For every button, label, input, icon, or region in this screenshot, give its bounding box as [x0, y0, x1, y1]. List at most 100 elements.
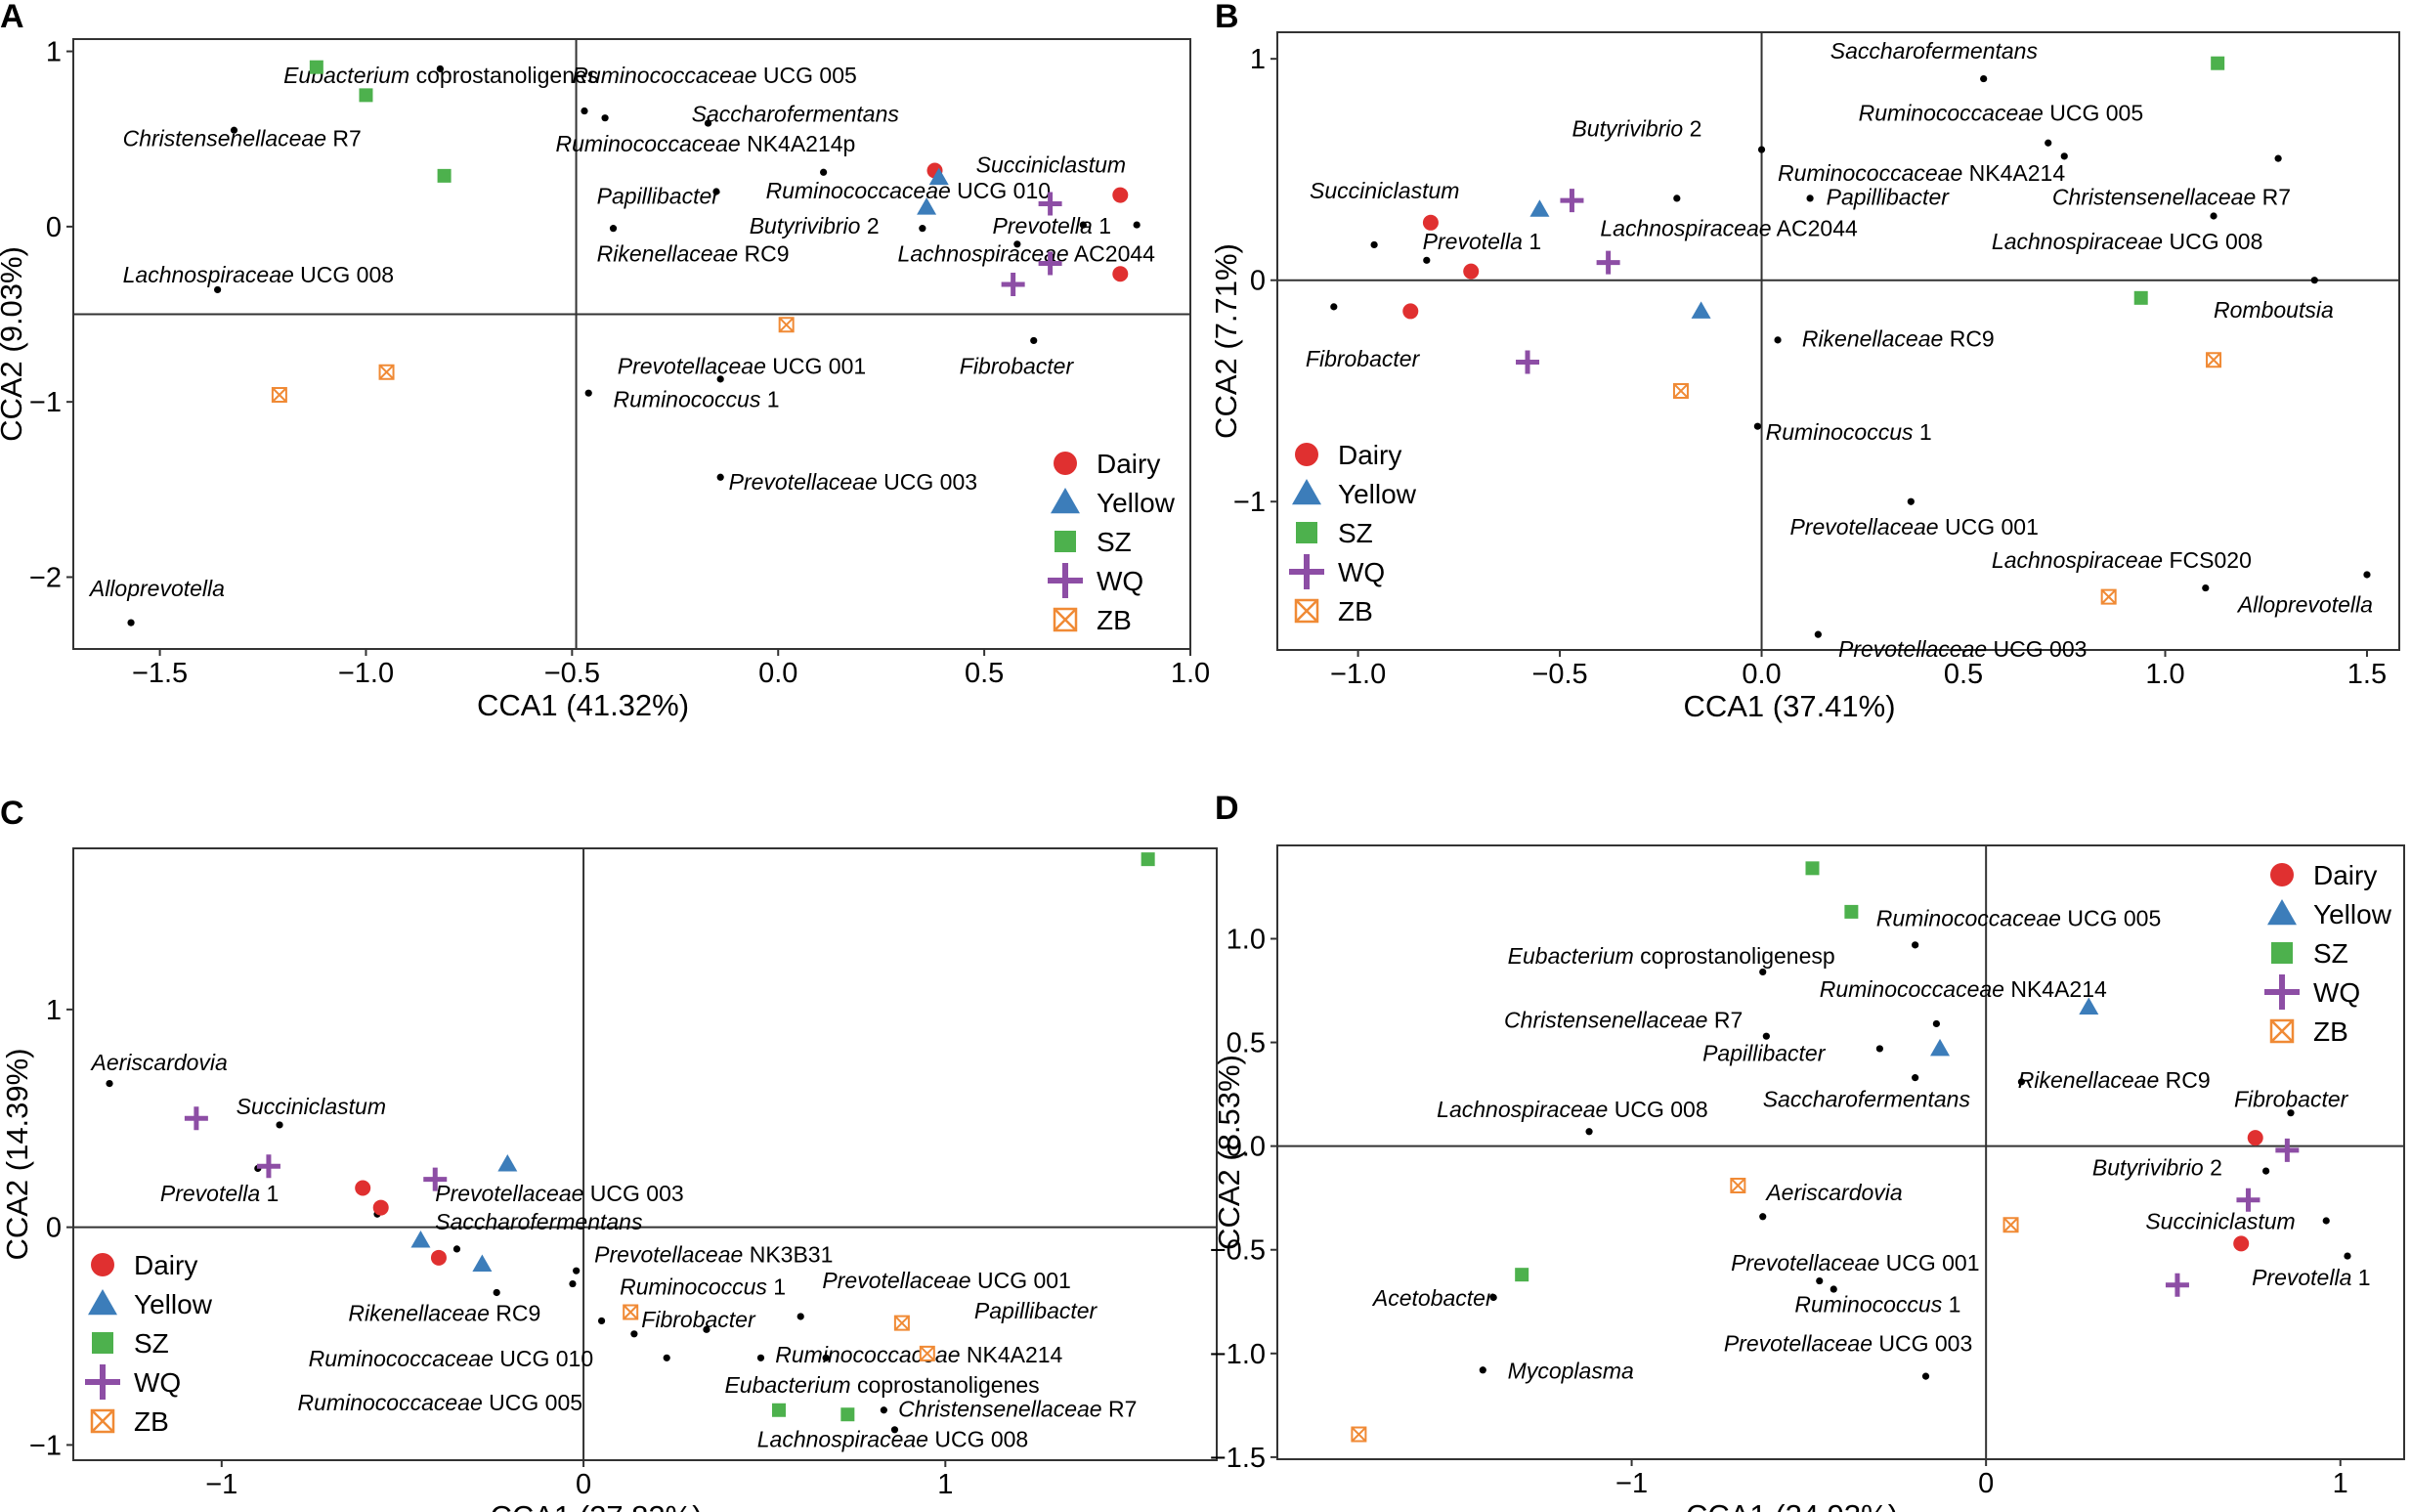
genus-point: [1774, 336, 1782, 344]
genus-point: [1479, 1366, 1486, 1374]
legend-marker-yellow: [1292, 479, 1321, 505]
genus-label: Christensenellaceae R7: [898, 1396, 1137, 1421]
y-tick-label: 0.0: [1227, 1132, 1266, 1163]
genus-label: Romboutsia: [2214, 297, 2334, 323]
x-tick-label: 0.0: [1742, 659, 1781, 690]
sample-point-zb: [1672, 382, 1689, 399]
legend-label: Dairy: [1338, 440, 1401, 470]
genus-point: [1423, 256, 1431, 264]
genus-label: Mycoplasma: [1508, 1358, 1634, 1383]
legend-marker-dairy: [1295, 443, 1318, 466]
genus-point: [1921, 1372, 1930, 1380]
panel-d: D −1 0 1 −1.5 −1.0 −0.5 0.0 0.5 1.0 CCA1 (24.93%) C…: [1210, 790, 2405, 1512]
genus-point: [597, 1317, 606, 1325]
genus-point: [1806, 194, 1814, 202]
x-axis-label: CCA1 (41.32%): [477, 688, 689, 722]
sample-point-zb: [2100, 588, 2117, 605]
sample-point-wq: [2236, 1188, 2260, 1212]
genus-label: Butyrivibrio 2: [750, 213, 880, 238]
sample-point-sz: [2211, 56, 2225, 70]
sample-point-sz: [840, 1407, 855, 1422]
sample-point-wq: [1038, 251, 1062, 276]
x-tick-label: 0: [1978, 1468, 1994, 1499]
plot-frame: [1276, 31, 2400, 651]
legend-marker-zb: [1053, 607, 1078, 632]
genus-label: Ruminococcaceae UCG 010: [766, 178, 1051, 203]
genus-label: Acetobacter: [1371, 1285, 1494, 1311]
genus-label: Ruminococcaceae NK4A214: [775, 1342, 1062, 1367]
genus-point: [1133, 221, 1141, 229]
genus-point: [1762, 1032, 1770, 1040]
legend-label: Yellow: [1097, 488, 1176, 518]
genus-point: [584, 389, 592, 397]
genus-label: Lachnospiraceae AC2044: [1600, 215, 1858, 240]
legend-label: ZB: [2313, 1016, 2348, 1047]
genus-point: [2344, 1252, 2351, 1260]
genus-point: [493, 1288, 500, 1297]
genus-point: [1907, 497, 1915, 505]
sample-point-yellow: [1529, 199, 1550, 217]
sample-point-zb: [623, 1304, 639, 1320]
genus-point: [276, 1121, 283, 1129]
genus-point: [1814, 630, 1822, 638]
genus-label: Succiniclastum: [2145, 1209, 2295, 1234]
legend: Dairy Yellow SZ WQ ZB: [85, 1250, 213, 1437]
sample-point-dairy: [1112, 266, 1129, 282]
sample-point-zb: [919, 1345, 935, 1361]
y-tick-label: 1: [46, 995, 62, 1026]
legend-marker-sz: [1055, 531, 1076, 552]
genus-label: Saccharofermentans: [435, 1209, 643, 1234]
sample-point-sz: [1141, 852, 1155, 867]
genus-point: [1980, 74, 1988, 83]
genus-label: Saccharofermentans: [1763, 1086, 1971, 1111]
genus-point: [716, 375, 724, 383]
sample-point-wq: [1001, 273, 1025, 297]
sample-point-wq: [1560, 189, 1584, 213]
plot-frame: [72, 38, 1191, 650]
panel-c: C −1 0 1 −1 0 1 CCA1 (27.82%) CCA2 (14.39%) Aeris…: [0, 795, 1218, 1512]
genus-label: Rikenellaceae RC9: [2018, 1067, 2211, 1093]
sample-point-sz: [309, 60, 323, 74]
x-tick-label: 1.0: [2145, 659, 2184, 690]
x-tick-label: 0: [576, 1469, 591, 1500]
legend-marker-yellow: [88, 1289, 117, 1316]
legend-marker-yellow: [1051, 488, 1080, 514]
genus-label: Ruminococcus 1: [614, 387, 780, 412]
y-tick-label: 0.5: [1227, 1028, 1266, 1059]
genus-point: [1030, 336, 1038, 345]
genus-label: Prevotellaceae UCG 001: [822, 1268, 1070, 1293]
sample-point-zb: [893, 1315, 910, 1331]
genus-point: [796, 1313, 804, 1320]
genus-point: [1673, 194, 1681, 202]
legend: Dairy Yellow SZ WQ ZB: [1048, 449, 1176, 635]
y-axis-label: CCA2 (8.53%): [1212, 1055, 1246, 1250]
sample-point-zb: [1351, 1426, 1367, 1443]
genus-label: Lachnospiraceae UCG 008: [1437, 1097, 1707, 1122]
x-axis-label: CCA1 (27.82%): [490, 1499, 702, 1512]
genus-point: [1932, 1019, 1940, 1028]
genus-point: [1013, 240, 1021, 248]
genus-point: [452, 1245, 461, 1253]
genus-label: Ruminococcaceae NK4A214: [1778, 160, 2065, 186]
genus-label: Ruminococcaceae UCG 010: [309, 1346, 593, 1371]
legend-label: Dairy: [2313, 860, 2377, 890]
genus-point: [890, 1426, 899, 1434]
legend-marker-dairy: [2270, 863, 2294, 886]
legend-label: Yellow: [1338, 479, 1417, 509]
y-axis-label: CCA2 (14.39%): [0, 1048, 34, 1260]
genus-label: Succiniclastum: [976, 151, 1126, 177]
genus-label: Fibrobacter: [1306, 346, 1421, 371]
genus-label: Papillibacter: [1702, 1041, 1827, 1066]
sample-point-zb: [2206, 352, 2222, 368]
sample-point-zb: [271, 387, 287, 403]
genus-point: [1816, 1276, 1824, 1285]
genus-point: [704, 119, 712, 127]
genus-label: Ruminococcaceae UCG 005: [572, 63, 856, 88]
genus-label: Lachnospiraceae UCG 008: [757, 1427, 1028, 1452]
legend: Dairy Yellow SZ WQ ZB: [2264, 860, 2392, 1047]
genus-point: [2310, 277, 2318, 284]
genus-label: Prevotellaceae UCG 003: [1724, 1331, 1972, 1357]
sample-point-dairy: [1463, 263, 1480, 280]
legend-marker-yellow: [2267, 899, 2297, 926]
